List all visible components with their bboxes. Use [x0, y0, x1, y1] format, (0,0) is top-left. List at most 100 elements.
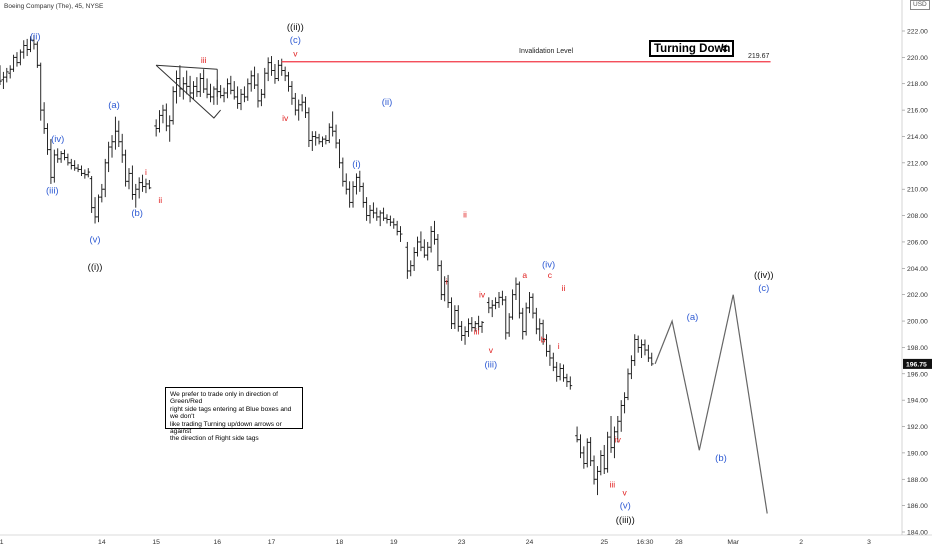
- ohlc-bar: [222, 87, 226, 103]
- ohlc-bar: [188, 75, 192, 103]
- ohlc-bar: [242, 86, 247, 103]
- ohlc-bar: [133, 183, 138, 208]
- y-tick-label: 198.00: [907, 345, 928, 352]
- ohlc-bar: [425, 241, 430, 261]
- ohlc-bar: [588, 437, 593, 467]
- ohlc-bar: [106, 141, 111, 173]
- wave-label: (iv): [542, 259, 555, 270]
- ohlc-bar: [371, 202, 376, 219]
- ohlc-bar: [42, 102, 47, 134]
- ohlc-bar: [388, 215, 393, 227]
- turning-down-box: Turning Down ↯: [649, 40, 734, 57]
- ohlc-bar: [344, 173, 349, 195]
- y-tick-label: 186.00: [907, 503, 928, 510]
- zigzag-down-arrow-icon: ↯: [719, 43, 729, 55]
- y-tick-label: 206.00: [907, 239, 928, 246]
- wave-label: iii: [610, 480, 616, 490]
- ohlc-bar: [381, 207, 386, 221]
- ohlc-bar: [208, 83, 213, 103]
- wave-label: iv: [479, 290, 486, 300]
- ohlc-bar: [531, 293, 535, 319]
- ohlc-bar: [435, 234, 440, 271]
- ohlc-bar: [357, 170, 362, 192]
- ohlc-bar: [72, 160, 77, 171]
- ohlc-bar: [52, 149, 57, 183]
- ohlc-bar: [561, 364, 566, 382]
- ohlc-bar: [161, 104, 165, 124]
- ohlc-bar: [283, 66, 288, 82]
- ohlc-bar: [123, 149, 128, 187]
- price-axis[interactable]: 184.00 186.00 188.00 190.00 192.00 194.00 196.…: [901, 0, 932, 550]
- ohlc-bar: [178, 65, 182, 97]
- ohlc-bar: [262, 67, 267, 99]
- x-tick-label: 3: [867, 539, 871, 546]
- ohlc-bar: [480, 321, 484, 333]
- y-tick-label: 190.00: [907, 450, 928, 457]
- wave-label: (b): [131, 208, 143, 219]
- ohlc-bar: [452, 305, 457, 329]
- ohlc-bar: [0, 65, 2, 86]
- x-tick-label: 25: [600, 539, 608, 546]
- x-tick-label: 16: [213, 539, 221, 546]
- ohlc-bar: [99, 183, 104, 203]
- y-tick-label: 204.00: [907, 266, 928, 273]
- y-tick-label: 208.00: [907, 213, 928, 220]
- wave-label: iv: [615, 435, 622, 445]
- ohlc-bar: [361, 182, 366, 208]
- ohlc-bar: [79, 165, 84, 177]
- ohlc-bar: [578, 434, 583, 459]
- y-tick-label: 202.00: [907, 292, 928, 299]
- ohlc-bar: [82, 169, 87, 179]
- ohlc-bar: [337, 139, 342, 169]
- ohlc-bar: [398, 226, 403, 242]
- ohlc-bar: [459, 321, 464, 341]
- ohlc-bar: [517, 281, 522, 319]
- y-tick-label: 196.00: [907, 371, 928, 378]
- wave-label: ii: [463, 209, 467, 219]
- note-line: right side tags entering at Blue boxes a…: [170, 405, 292, 421]
- ohlc-bar: [269, 56, 274, 76]
- wave-label: (a): [687, 312, 699, 323]
- ohlc-bar: [632, 334, 637, 366]
- ohlc-bar: [524, 302, 529, 336]
- ohlc-bar: [626, 368, 630, 401]
- ohlc-bar: [313, 131, 318, 146]
- last-price-badge: [903, 358, 932, 369]
- triangle-upper-line: [156, 64, 218, 70]
- wave-label: (c): [758, 283, 769, 294]
- ohlc-bar: [510, 289, 515, 320]
- wave-label: v: [489, 345, 494, 355]
- ohlc-bar: [602, 444, 607, 474]
- wave-label: (b): [715, 453, 727, 464]
- last-price-label: 196.75: [906, 361, 927, 368]
- ohlc-bar: [520, 307, 525, 340]
- ohlc-bar: [184, 70, 189, 95]
- wave-label: b: [541, 335, 546, 345]
- ohlc-bar: [286, 71, 291, 92]
- x-tick-label: 2: [799, 539, 803, 546]
- wave-label: (iii): [46, 186, 59, 197]
- currency-badge[interactable]: USD: [910, 0, 930, 10]
- y-tick-label: 194.00: [907, 398, 928, 405]
- ohlc-bar: [303, 96, 308, 119]
- x-tick-label: 19: [390, 539, 398, 546]
- wave-label: v: [293, 48, 298, 58]
- ohlc-bar: [205, 78, 209, 99]
- ohlc-bar: [490, 299, 495, 318]
- wave-label: i: [446, 277, 448, 287]
- x-tick-label: 24: [526, 539, 534, 546]
- ohlc-bar: [296, 99, 301, 121]
- ohlc-bar: [466, 318, 471, 337]
- ohlc-bar: [564, 373, 569, 387]
- ohlc-bar: [38, 62, 43, 121]
- ohlc-bar: [330, 111, 335, 137]
- y-tick-label: 216.00: [907, 108, 928, 115]
- ohlc-bar: [327, 123, 332, 144]
- ohlc-bar: [391, 218, 396, 229]
- ohlc-bar: [140, 174, 145, 192]
- ohlc-bar: [35, 41, 40, 68]
- ohlc-bar: [323, 135, 328, 145]
- wave-label: (ii): [382, 97, 393, 108]
